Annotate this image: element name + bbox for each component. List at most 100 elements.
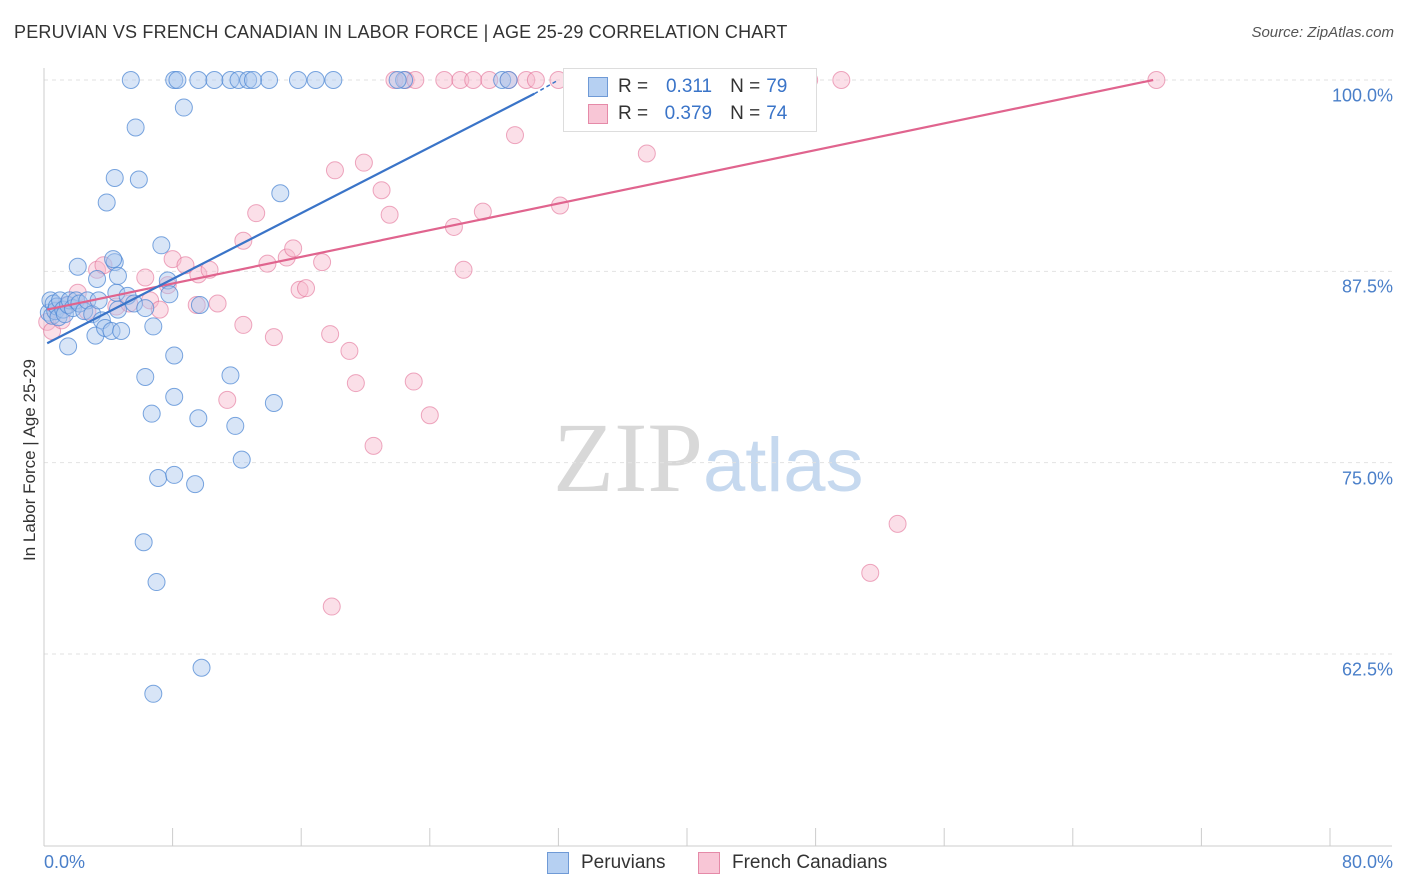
legend-row-peruvians: R = 0.311 N = 79 [588, 75, 787, 99]
peruvian-point [221, 366, 240, 385]
peruvian-point [388, 71, 407, 89]
peruvian-point [142, 404, 161, 423]
grid-lines [44, 79, 1392, 655]
peruvians-trend-line [46, 92, 535, 345]
french-canadian-point [88, 260, 107, 279]
peruvian-point [168, 71, 187, 89]
pink-swatch [588, 104, 608, 124]
french-canadian-point [354, 153, 373, 172]
french-canadian-point [404, 372, 423, 391]
french-canadian-point [861, 563, 880, 582]
peruvian-point [160, 285, 179, 304]
legend-label: Peruvians [581, 852, 666, 873]
watermark: ZIPatlas [553, 400, 864, 515]
y-tick-label: 87.5% [1341, 276, 1393, 297]
french-canadian-point [551, 196, 570, 215]
r-value: 0.379 [664, 103, 713, 124]
peruvian-point [190, 296, 209, 315]
r-label: R = [618, 76, 649, 97]
peruvian-point [186, 475, 205, 494]
peruvian-point [264, 393, 283, 412]
peruvian-point [189, 71, 208, 89]
french-canadian-point [420, 406, 439, 425]
pink-swatch [698, 852, 720, 874]
peruvian-point [493, 71, 512, 89]
peruvian-point [165, 465, 184, 484]
n-label: N = [730, 103, 761, 124]
peruvian-point [102, 322, 121, 341]
peruvian-point [121, 71, 140, 89]
peruvian-point [136, 299, 155, 318]
french-canadian-point [464, 71, 483, 89]
peruvian-point [288, 71, 307, 89]
source-label: Source: ZipAtlas.com [1251, 24, 1394, 41]
peruvian-point [108, 266, 127, 285]
french-canadian-point [297, 279, 316, 298]
watermark-atlas: atlas [703, 423, 864, 508]
peruvian-point [136, 367, 155, 386]
y-tick-label: 62.5% [1341, 659, 1393, 680]
legend-row-french-canadians: R = 0.379 N = 74 [588, 102, 787, 126]
peruvian-point [239, 71, 258, 89]
french-canadian-point [451, 71, 470, 89]
peruvian-point [105, 253, 124, 272]
y-tick-label: 100.0% [1331, 85, 1393, 106]
legend-item-peruvians[interactable]: Peruvians [547, 852, 666, 874]
blue-swatch [547, 852, 569, 874]
legend-item-french-canadians[interactable]: French Canadians [698, 852, 887, 874]
peruvians-points [39, 71, 518, 703]
french-canadian-point [517, 71, 536, 89]
french-canadian-point [364, 436, 383, 455]
y-axis-label: In Labor Force | Age 25-29 [20, 359, 39, 561]
french-canadian-point [284, 239, 303, 258]
x-tick-min: 0.0% [44, 852, 86, 872]
french-canadian-point [832, 71, 851, 89]
french-canadian-point [321, 325, 340, 344]
peruvian-point [205, 71, 224, 89]
peruvian-point [104, 250, 123, 269]
french-canadian-point [435, 71, 454, 89]
french-canadian-point [290, 280, 309, 299]
n-value: 74 [766, 103, 788, 124]
french-canadian-point [505, 126, 524, 145]
french-canadian-point [247, 204, 266, 223]
peruvian-point [165, 387, 184, 406]
french-canadian-point [150, 300, 169, 319]
peruvian-point [129, 170, 148, 189]
peruvian-point [112, 322, 131, 341]
french-canadian-point [325, 161, 344, 180]
peruvian-point [260, 71, 279, 89]
peruvian-point [226, 416, 245, 435]
french-canadian-point [637, 144, 656, 163]
peruvian-point [271, 184, 290, 203]
peruvian-point [88, 269, 107, 288]
correlation-legend: R = 0.311 N = 79 R = 0.379 N = 74 [563, 68, 817, 132]
peruvian-point [144, 317, 163, 336]
french-canadian-point [322, 597, 341, 616]
french-canadians-points [38, 71, 1166, 616]
peruvian-point [324, 71, 343, 89]
peruvian-point [232, 450, 251, 469]
peruvian-point [499, 71, 518, 89]
peruvian-point [126, 118, 145, 137]
series-legend: Peruvians French Canadians [0, 852, 1406, 878]
blue-swatch [588, 77, 608, 97]
french-canadian-point [313, 253, 332, 272]
french-canadian-point [346, 374, 365, 393]
french-canadian-point [136, 268, 155, 287]
french-canadian-point [340, 341, 359, 360]
peruvian-point [147, 573, 166, 592]
peruvian-point [174, 98, 193, 117]
french-canadian-point [454, 260, 473, 279]
peruvian-point [165, 346, 184, 365]
peruvian-point [189, 409, 208, 428]
r-value: 0.311 [665, 76, 713, 97]
peruvian-point [105, 168, 124, 187]
peruvian-point [243, 71, 262, 89]
trend-lines [46, 78, 1154, 345]
french-canadian-point [234, 315, 253, 334]
peruvian-point [59, 337, 78, 356]
french-canadian-point [264, 328, 283, 347]
y-tick-label: 75.0% [1341, 468, 1393, 489]
